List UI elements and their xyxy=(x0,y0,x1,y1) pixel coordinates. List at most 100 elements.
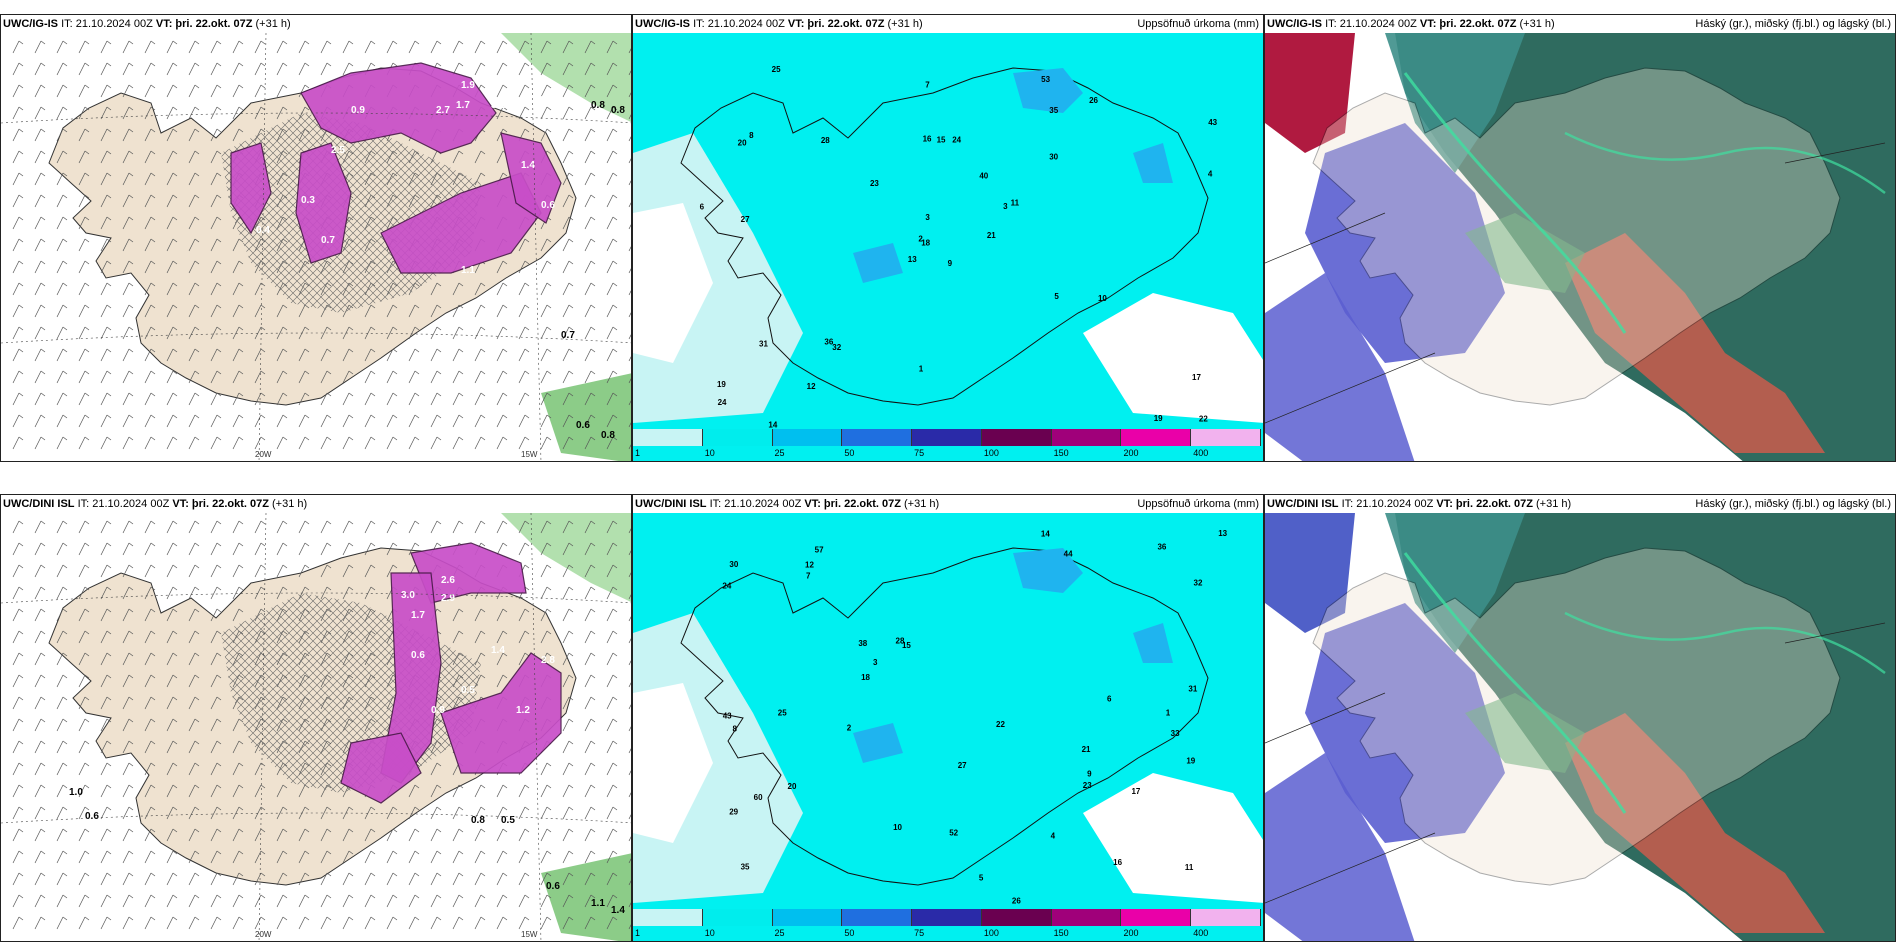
wind-value-label: 0.6 xyxy=(576,420,590,431)
precip-value: 30 xyxy=(729,560,738,569)
precip-value: 18 xyxy=(861,673,870,682)
precip-value: 7 xyxy=(925,80,930,89)
panel-title: UWC/IG-IS IT: 21.10.2024 00Z VT: þri. 22… xyxy=(635,18,923,30)
iceland-outline xyxy=(1312,547,1841,886)
precip-value: 7 xyxy=(806,571,811,580)
precip-value: 14 xyxy=(768,421,777,430)
lon-label: 20W xyxy=(255,450,272,459)
precip-value: 5 xyxy=(1054,292,1059,301)
map-panel-wind: UWC/IG-IS IT: 21.10.2024 00Z VT: þri. 22… xyxy=(0,14,632,462)
precip-value: 3 xyxy=(925,213,930,222)
precip-value: 9 xyxy=(948,259,953,268)
precip-value: 35 xyxy=(1049,106,1058,115)
colorbar-tick: 50 xyxy=(844,448,855,458)
panel-title: UWC/DINI ISL IT: 21.10.2024 00Z VT: þri.… xyxy=(3,498,307,510)
lead-time: (+31 h) xyxy=(255,18,291,30)
colorbar-segment xyxy=(1191,429,1261,446)
map-panel-cloud: UWC/DINI ISL IT: 21.10.2024 00Z VT: þri.… xyxy=(1264,494,1896,942)
precip-value: 15 xyxy=(937,136,946,145)
wind-value-label: 3.0 xyxy=(401,590,415,601)
precip-value: 27 xyxy=(958,761,967,770)
lead-time: (+31 h) xyxy=(272,498,308,510)
wind-value-label: 0.6 xyxy=(411,650,425,661)
precip-value: 36 xyxy=(824,337,833,346)
precip-value: 22 xyxy=(996,720,1005,729)
precip-value: 26 xyxy=(1012,896,1021,905)
wind-value-label: 0.6 xyxy=(546,881,560,892)
precip-value: 28 xyxy=(896,636,905,645)
precip-value: 52 xyxy=(949,828,958,837)
colorbar-tick: 10 xyxy=(704,448,715,458)
colorbar-tick: 200 xyxy=(1123,928,1139,938)
colorbar-segment xyxy=(1121,429,1192,446)
wind-value-label: 2.8 xyxy=(541,655,555,666)
precip-value: 19 xyxy=(717,380,726,389)
panel-title: UWC/DINI ISL IT: 21.10.2024 00Z VT: þri.… xyxy=(1267,498,1571,510)
colorbar-tick: 25 xyxy=(774,448,785,458)
wind-value-label: 1.4 xyxy=(491,645,505,656)
precip-value: 28 xyxy=(821,136,830,145)
precip-value: 6 xyxy=(700,203,705,212)
colorbar-tick: 25 xyxy=(774,928,785,938)
wind-value-label: 0.7 xyxy=(561,330,575,341)
precip-value: 12 xyxy=(807,382,816,391)
wind-value-label: 1.0 xyxy=(69,787,83,798)
valid-time: VT: þri. 22.okt. 07Z xyxy=(787,18,885,30)
map-panel-cloud: UWC/IG-IS IT: 21.10.2024 00Z VT: þri. 22… xyxy=(1264,14,1896,462)
wind-value-label: 0.8 xyxy=(471,815,485,826)
precip-value: 23 xyxy=(1083,781,1092,790)
precip-value: 13 xyxy=(1218,529,1227,538)
precip-value: 9 xyxy=(1087,769,1092,778)
map-precip: 2133355715162944382624433011103127222820… xyxy=(633,513,1263,941)
colorbar-segment xyxy=(981,909,1052,926)
high-cloud-area xyxy=(1395,513,1895,941)
map-cloud xyxy=(1265,33,1895,461)
precip-value: 31 xyxy=(759,340,768,349)
precip-value: 8 xyxy=(733,724,738,733)
wind-value-label: 1.1 xyxy=(461,265,475,276)
field-description: Háský (gr.), miðský (fj.bl.) og lágský (… xyxy=(1695,18,1891,30)
precip-value: 16 xyxy=(923,134,932,143)
precip-value: 10 xyxy=(893,823,902,832)
precip-value: 21 xyxy=(1082,745,1091,754)
colorbar-segment xyxy=(633,909,703,926)
colorbar-tick: 150 xyxy=(1053,448,1069,458)
precip-value: 24 xyxy=(722,581,731,590)
init-time: IT: 21.10.2024 00Z xyxy=(693,18,785,30)
wind-value-label: 1.7 xyxy=(411,610,425,621)
precip-value: 6 xyxy=(1107,694,1112,703)
init-time: IT: 21.10.2024 00Z xyxy=(1341,498,1434,510)
precip-value: 13 xyxy=(908,255,917,264)
model-name: UWC/DINI ISL xyxy=(635,498,707,510)
colorbar-tick: 400 xyxy=(1193,928,1209,938)
precip-value: 25 xyxy=(772,65,781,74)
map-wind: 2.6 2.9 3.0 1.7 0.6 0.5 1.4 2.8 1.2 0.9 1.0 0.6 0.8 0… xyxy=(1,513,631,941)
wind-value-label: 0.7 xyxy=(321,235,335,246)
iceland-outline xyxy=(680,547,1209,886)
init-time: IT: 21.10.2024 00Z xyxy=(77,498,170,510)
model-name: UWC/IG-IS xyxy=(635,18,690,30)
wind-value-label: 1.4 xyxy=(611,905,625,916)
precip-value: 3 xyxy=(873,658,878,667)
precip-value: 3 xyxy=(1003,202,1008,211)
precip-value: 11 xyxy=(1185,863,1194,872)
precip-value: 30 xyxy=(1049,153,1058,162)
model-name: UWC/DINI ISL xyxy=(1267,498,1339,510)
colorbar-segment xyxy=(842,429,913,446)
colorbar-tick: 200 xyxy=(1123,448,1139,458)
wind-value-label: 0.5 xyxy=(501,815,515,826)
precip-value: 14 xyxy=(1041,530,1050,539)
wind-value-label: 3.1 xyxy=(491,100,505,111)
precip-value: 57 xyxy=(815,546,824,555)
precip-value: 2 xyxy=(847,723,852,732)
precip-value: 15 xyxy=(902,641,911,650)
precip-value: 17 xyxy=(1192,373,1201,382)
precip-value: 26 xyxy=(1089,96,1098,105)
lead-time: (+31 h) xyxy=(1536,498,1572,510)
wind-value-label: 2.9 xyxy=(441,593,455,604)
precip-blobs xyxy=(340,542,562,804)
precip-value: 17 xyxy=(1131,787,1140,796)
colorbar-segment xyxy=(772,909,843,926)
colorbar-tick: 100 xyxy=(983,928,999,938)
precip-value: 4 xyxy=(1051,832,1056,841)
